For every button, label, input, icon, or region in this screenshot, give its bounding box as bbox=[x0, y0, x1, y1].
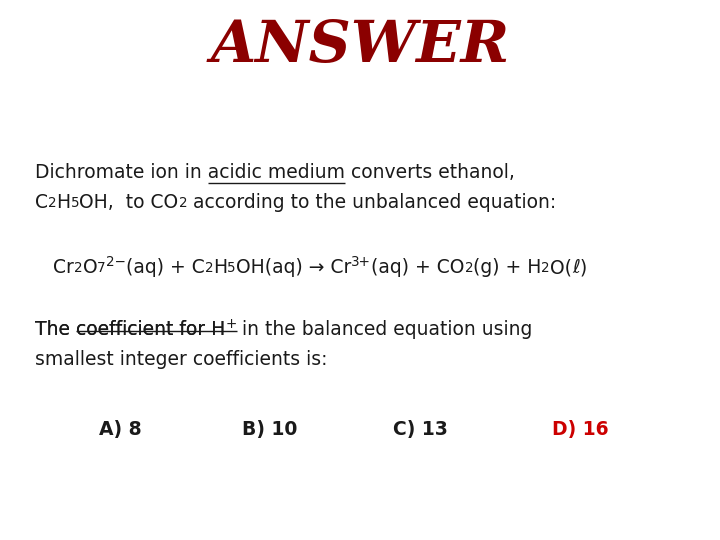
Text: 7: 7 bbox=[97, 261, 106, 275]
Text: 2: 2 bbox=[541, 261, 550, 275]
Text: 2: 2 bbox=[179, 195, 187, 210]
Text: 5: 5 bbox=[71, 195, 79, 210]
Text: ANSWER: ANSWER bbox=[210, 18, 510, 75]
Text: H: H bbox=[213, 258, 228, 277]
Text: O(: O( bbox=[550, 258, 572, 277]
Text: 2: 2 bbox=[48, 195, 57, 210]
Text: A) 8: A) 8 bbox=[99, 420, 141, 439]
Text: H: H bbox=[57, 193, 71, 212]
Text: C: C bbox=[35, 193, 48, 212]
Text: 5: 5 bbox=[228, 261, 236, 275]
Text: 2: 2 bbox=[74, 261, 83, 275]
Text: D) 16: D) 16 bbox=[552, 420, 608, 439]
Text: smallest integer coefficients is:: smallest integer coefficients is: bbox=[35, 350, 328, 369]
Text: in the balanced equation using: in the balanced equation using bbox=[236, 320, 533, 339]
Text: OH,  to CO: OH, to CO bbox=[79, 193, 179, 212]
Text: (g) + H: (g) + H bbox=[473, 258, 541, 277]
Text: +: + bbox=[225, 316, 236, 330]
Text: O: O bbox=[83, 258, 97, 277]
Text: (aq) + C: (aq) + C bbox=[126, 258, 204, 277]
Text: Dichromate ion in acidic medium converts ethanol,: Dichromate ion in acidic medium converts… bbox=[35, 163, 515, 182]
Text: OH(aq) → Cr: OH(aq) → Cr bbox=[236, 258, 351, 277]
Text: 3+: 3+ bbox=[351, 255, 371, 269]
Text: ℓ: ℓ bbox=[572, 258, 580, 277]
Text: B) 10: B) 10 bbox=[243, 420, 297, 439]
Text: C) 13: C) 13 bbox=[392, 420, 447, 439]
Text: 2−: 2− bbox=[106, 255, 126, 269]
Text: The coefficient for H: The coefficient for H bbox=[35, 320, 225, 339]
Text: according to the unbalanced equation:: according to the unbalanced equation: bbox=[187, 193, 557, 212]
Text: ): ) bbox=[580, 258, 587, 277]
Text: Cr: Cr bbox=[53, 258, 74, 277]
Text: 2: 2 bbox=[464, 261, 473, 275]
Text: (aq) + CO: (aq) + CO bbox=[371, 258, 464, 277]
Text: The coefficient for H: The coefficient for H bbox=[35, 320, 225, 339]
Text: 2: 2 bbox=[204, 261, 213, 275]
